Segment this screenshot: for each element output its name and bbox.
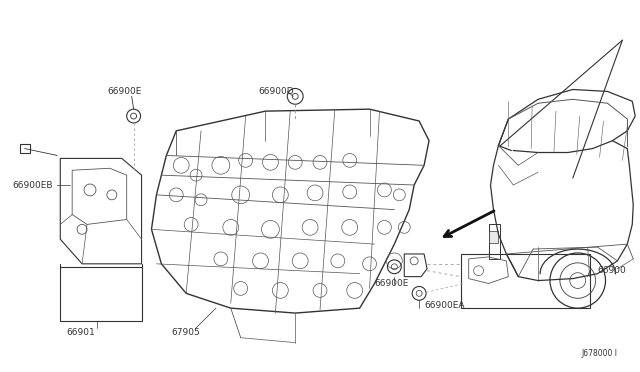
Bar — [60, 267, 141, 321]
Text: 66900D: 66900D — [259, 87, 294, 96]
Bar — [461, 254, 589, 308]
Text: 66900E: 66900E — [108, 87, 142, 96]
Bar — [488, 224, 500, 259]
Text: 66900EB: 66900EB — [13, 180, 53, 189]
Text: 66900EA: 66900EA — [424, 301, 465, 310]
Text: 67905: 67905 — [172, 328, 200, 337]
Bar — [488, 231, 499, 243]
Text: 66901: 66901 — [66, 328, 95, 337]
Text: 66900: 66900 — [598, 266, 627, 275]
Text: J678000 I: J678000 I — [581, 349, 618, 358]
Text: 66900E: 66900E — [374, 279, 409, 288]
Bar — [20, 144, 29, 154]
